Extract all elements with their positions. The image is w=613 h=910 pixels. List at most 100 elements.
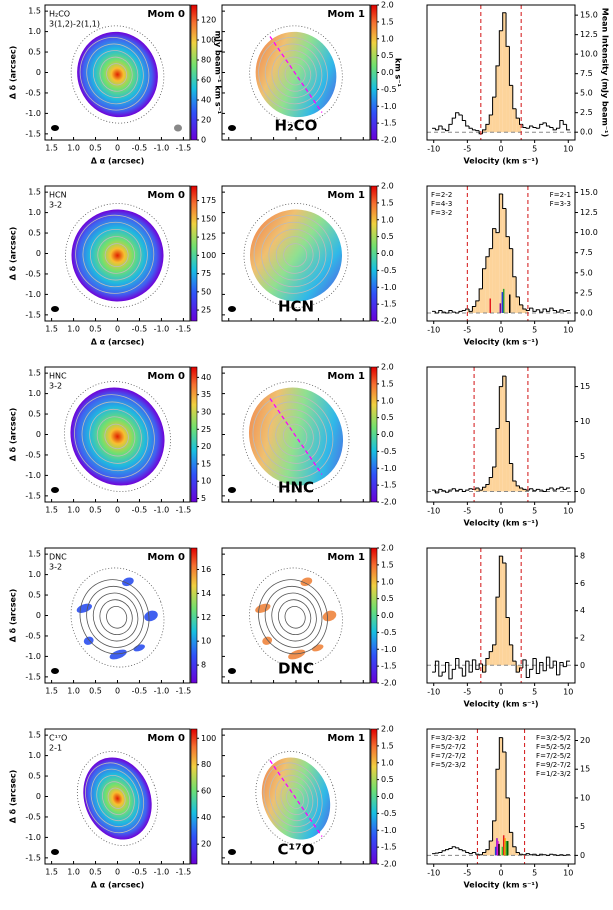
spectrum-step [512,85,517,110]
channel-fill [536,128,539,132]
spectrum-step [448,489,453,493]
contour [253,214,333,294]
spectrum-step [441,489,446,492]
x-axis-label: Velocity (km s⁻¹) [464,700,539,709]
spectrum-step [448,847,453,850]
contour [90,768,140,828]
spectrum-step [475,129,480,132]
contour [86,586,144,648]
map-image [249,25,343,124]
x-tick-label: -1.0 [154,687,170,696]
x-tick-label: 1.0 [67,868,80,877]
colorbar-tick-label: 0 [201,136,206,145]
colorbar-tick-label: 1.0 [381,577,394,586]
colorbar-tick-label: 25 [201,425,211,434]
spectrum-step [488,477,493,485]
colorbar-label: km s⁻¹ [394,58,403,87]
colorbar-tick-label: 16 [201,565,211,574]
contour [89,409,142,464]
fill-group [469,12,553,134]
channel-fill [516,296,520,313]
contour-outer [242,381,350,492]
spectrum-step [445,662,449,673]
spectrum-step [478,854,483,856]
x-tick-label: -5 [463,145,471,154]
colorbar [190,185,198,322]
spectrum-step [515,846,520,854]
x-tick-label: -1.0 [154,325,170,334]
x-axis-label: Velocity (km s⁻¹) [464,157,539,166]
x-tick-label: 0.5 [89,325,102,334]
channel-fill [522,308,527,313]
contour [99,599,133,635]
colorbar-tick-label: 2.0 [381,1,394,10]
spectrum-step [458,847,463,851]
channel-fill [530,126,533,132]
contour [106,63,128,86]
colorbar-tick-label: 40 [201,813,211,822]
channel-fill [509,644,513,666]
colorbar [190,728,198,865]
colorbar-tick-label: 2.0 [381,182,394,191]
x-tick-label: -0.5 [132,506,148,515]
y-tick-label: 1.0 [28,570,41,579]
spectrum-step [482,129,486,134]
colorbar-tick-label: 1.0 [381,396,394,405]
spectrum-step [566,660,570,667]
colorbar-tick-label: 0.0 [381,792,394,801]
y-tick-label: 10.0 [580,228,598,237]
contour [269,768,318,828]
spectrum-step [502,737,507,753]
channel-fill [432,665,435,672]
spectrum-step [535,658,540,674]
beam [228,668,236,674]
y-tick-label: 0.5 [28,772,41,781]
x-tick-label: 0 [498,507,503,516]
colorbar-tick-label: 100 [201,734,216,743]
spectrum-step [488,840,493,850]
colorbar-tick-label: 14 [201,589,211,598]
spectrum-step [461,489,466,493]
spectrum-step [505,563,510,619]
channel-fill [479,288,483,313]
channel-fill [550,128,553,133]
y-tick-label: 1.5 [28,550,41,559]
colorbar-tick-label: 80 [201,760,211,769]
spectrum-step [522,659,527,668]
spectrum-step [441,125,446,130]
spectrum-step [505,208,510,238]
colorbar-label: mJy beam⁻¹ km s⁻¹ [214,31,223,115]
colorbar-tick-label: 1.5 [381,560,394,569]
x-tick-label: 5 [532,507,537,516]
spectrum-step [471,488,476,490]
spectrum-step [482,268,486,289]
emission-patch [76,603,92,613]
spectrum-step [498,737,503,770]
channel-fill [516,485,520,492]
spectrum-step [522,124,527,129]
spectrum-step [485,849,490,853]
channel-fill [482,129,486,133]
x-tick-label: 0 [115,144,120,153]
contour [92,592,139,642]
colorbar-tick-label: 8 [201,661,206,670]
channel-fill [499,386,503,492]
spectrum-step [525,489,530,491]
beam [228,125,236,131]
spectrum-step [492,96,496,116]
y-tick-label: 5.0 [580,89,593,98]
spectrum-step [552,854,557,856]
y-tick-label: 1.0 [28,389,41,398]
channel-fill [519,124,522,133]
contour [258,579,328,655]
spectrum-step [505,751,510,799]
contour [96,775,135,822]
channel-fill [469,128,472,132]
spectrum-step [562,309,567,312]
colorbar-tick-label: 0.5 [381,232,394,241]
y-tick-label: -0.5 [25,450,41,459]
channel-fill [543,665,546,670]
channel-fill [516,665,520,673]
spectrum-step [515,276,520,298]
contour [261,221,327,288]
